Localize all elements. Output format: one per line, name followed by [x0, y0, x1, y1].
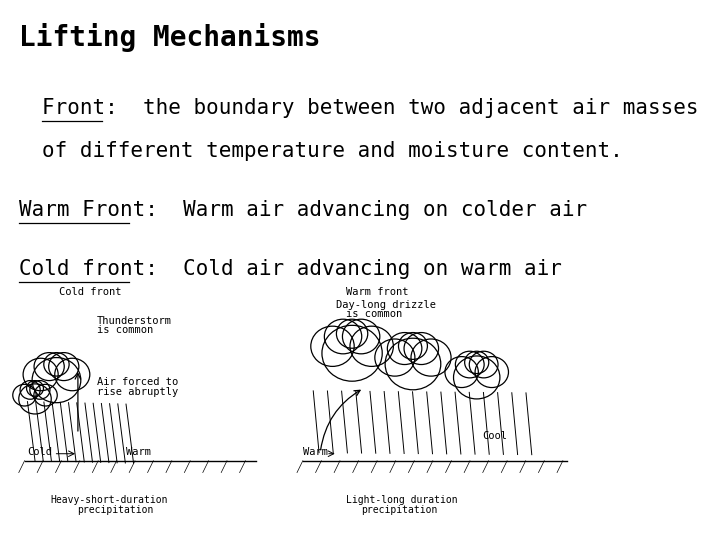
Text: Warm Front:  Warm air advancing on colder air: Warm Front: Warm air advancing on colder…: [19, 200, 587, 220]
Text: Cold front:  Cold air advancing on warm air: Cold front: Cold air advancing on warm a…: [19, 259, 562, 279]
Text: Cool: Cool: [482, 431, 508, 441]
Text: Day-long drizzle: Day-long drizzle: [336, 300, 436, 309]
Text: is common: is common: [97, 325, 153, 335]
Text: Warm front: Warm front: [346, 287, 409, 297]
Text: Front:  the boundary between two adjacent air masses: Front: the boundary between two adjacent…: [42, 98, 698, 118]
Text: precipitation: precipitation: [361, 505, 437, 515]
Text: Light-long duration: Light-long duration: [346, 495, 458, 504]
Text: is common: is common: [346, 309, 402, 319]
Text: Air forced to: Air forced to: [97, 377, 179, 387]
Text: rise abruptly: rise abruptly: [97, 387, 179, 397]
Text: of different temperature and moisture content.: of different temperature and moisture co…: [42, 141, 623, 161]
Text: Cold: Cold: [27, 447, 53, 457]
Text: Heavy-short-duration: Heavy-short-duration: [50, 495, 168, 504]
Text: precipitation: precipitation: [77, 505, 153, 515]
Text: Thunderstorm: Thunderstorm: [97, 316, 172, 326]
Text: Warm: Warm: [126, 447, 151, 457]
Text: Lifting Mechanisms: Lifting Mechanisms: [19, 23, 320, 52]
Text: Cold front: Cold front: [59, 287, 122, 297]
Text: Warm: Warm: [303, 447, 328, 457]
